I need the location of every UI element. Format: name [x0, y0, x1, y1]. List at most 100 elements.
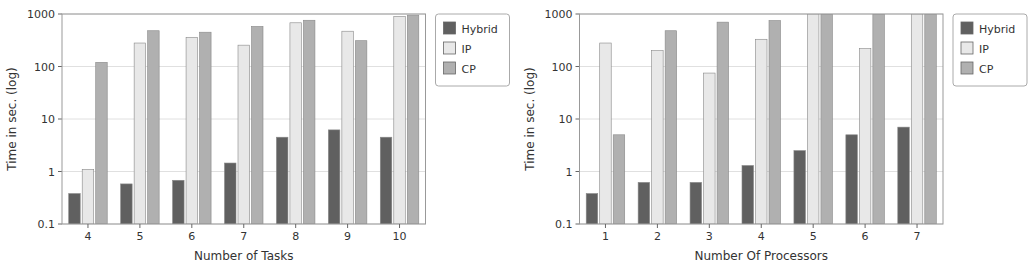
bar: [742, 166, 754, 224]
x-tick-label: 5: [136, 230, 143, 243]
legend-swatch: [961, 42, 973, 54]
chart-panel: 0.1110100100045678910Number of TasksTime…: [5, 8, 510, 263]
legend: Hybrid IP CP: [953, 14, 1027, 86]
bar: [224, 163, 236, 224]
plot-frame: [62, 14, 426, 224]
y-tick: [58, 171, 62, 172]
bar: [96, 62, 108, 224]
x-tick: [139, 224, 140, 228]
bars: [586, 14, 936, 224]
bar: [290, 23, 302, 224]
bar: [794, 151, 806, 224]
x-tick: [917, 224, 918, 228]
legend: Hybrid IP CP: [436, 14, 510, 86]
bar: [407, 15, 419, 224]
bar: [148, 31, 160, 224]
legend-label: CP: [462, 63, 477, 76]
legend-swatch: [961, 22, 973, 34]
x-tick-label: 9: [344, 230, 351, 243]
bar: [898, 127, 910, 224]
chart-panel: 0.111010010001234567Number Of Processors…: [523, 8, 1028, 263]
bar: [394, 16, 406, 224]
y-tick-label: 0.1: [38, 218, 56, 231]
x-tick-label: 4: [84, 230, 91, 243]
x-tick: [813, 224, 814, 228]
y-axis-label: Time in sec. (log): [523, 67, 537, 171]
legend-box: [953, 14, 1027, 86]
bar: [82, 169, 94, 224]
bar: [821, 14, 833, 224]
y-tick-label: 1000: [27, 8, 55, 21]
x-tick-label: 10: [393, 230, 407, 243]
bar: [134, 43, 146, 224]
bar: [911, 14, 923, 224]
bar: [873, 14, 885, 224]
legend-label: CP: [979, 63, 994, 76]
x-tick-label: 7: [914, 230, 921, 243]
x-axis-label: Number of Tasks: [194, 249, 294, 263]
x-tick-label: 2: [654, 230, 661, 243]
legend-box: [436, 14, 510, 86]
x-tick: [399, 224, 400, 228]
bar: [276, 137, 288, 224]
y-tick: [576, 171, 580, 172]
bar: [846, 135, 858, 224]
bar: [859, 49, 871, 224]
bar: [925, 14, 937, 224]
legend-label: Hybrid: [979, 23, 1015, 36]
x-tick-label: 7: [240, 230, 247, 243]
x-tick: [243, 224, 244, 228]
bar: [807, 14, 819, 224]
legend-label: IP: [979, 43, 989, 56]
x-tick: [191, 224, 192, 228]
legend-label: Hybrid: [462, 23, 498, 36]
legend-swatch: [444, 22, 456, 34]
bar: [355, 41, 367, 224]
x-tick: [657, 224, 658, 228]
bar: [238, 45, 250, 224]
legend-swatch: [444, 42, 456, 54]
y-tick: [58, 224, 62, 225]
bar: [69, 194, 81, 224]
bar: [704, 73, 716, 224]
bar: [186, 37, 198, 224]
y-tick: [576, 66, 580, 67]
x-tick: [347, 224, 348, 228]
bar: [665, 31, 677, 224]
bar: [755, 39, 767, 224]
x-tick-label: 1: [602, 230, 609, 243]
x-tick-label: 6: [188, 230, 195, 243]
bar: [121, 184, 133, 224]
y-tick: [576, 224, 580, 225]
bar: [380, 137, 392, 224]
x-tick-label: 8: [292, 230, 299, 243]
y-tick: [576, 14, 580, 15]
bar: [717, 22, 729, 224]
y-tick-label: 10: [559, 113, 573, 126]
bar: [769, 21, 781, 224]
chart-canvas: 0.1 1 10 100 1000 4 5 6 7 8 9 10 Number of Tasks Time…: [0, 0, 1035, 272]
bar: [613, 135, 625, 224]
y-axis-label: Time in sec. (log): [5, 67, 19, 171]
y-tick: [58, 14, 62, 15]
plot-frame: [580, 14, 944, 224]
x-tick-label: 3: [706, 230, 713, 243]
bar: [690, 182, 702, 224]
y-tick-label: 1: [48, 166, 55, 179]
x-tick: [761, 224, 762, 228]
x-tick: [605, 224, 606, 228]
page: {"chart_data": [ {"type": "bar", "xlabel…: [0, 0, 1035, 272]
legend-label: IP: [462, 43, 472, 56]
y-tick-label: 0.1: [555, 218, 573, 231]
bar: [342, 31, 354, 224]
x-tick: [295, 224, 296, 228]
x-tick: [865, 224, 866, 228]
x-tick-label: 5: [810, 230, 817, 243]
y-tick: [58, 119, 62, 120]
bar: [252, 26, 264, 224]
y-tick: [58, 66, 62, 67]
bar: [200, 32, 212, 224]
bar: [586, 194, 598, 224]
x-tick-label: 6: [862, 230, 869, 243]
y-tick-label: 100: [34, 61, 55, 74]
